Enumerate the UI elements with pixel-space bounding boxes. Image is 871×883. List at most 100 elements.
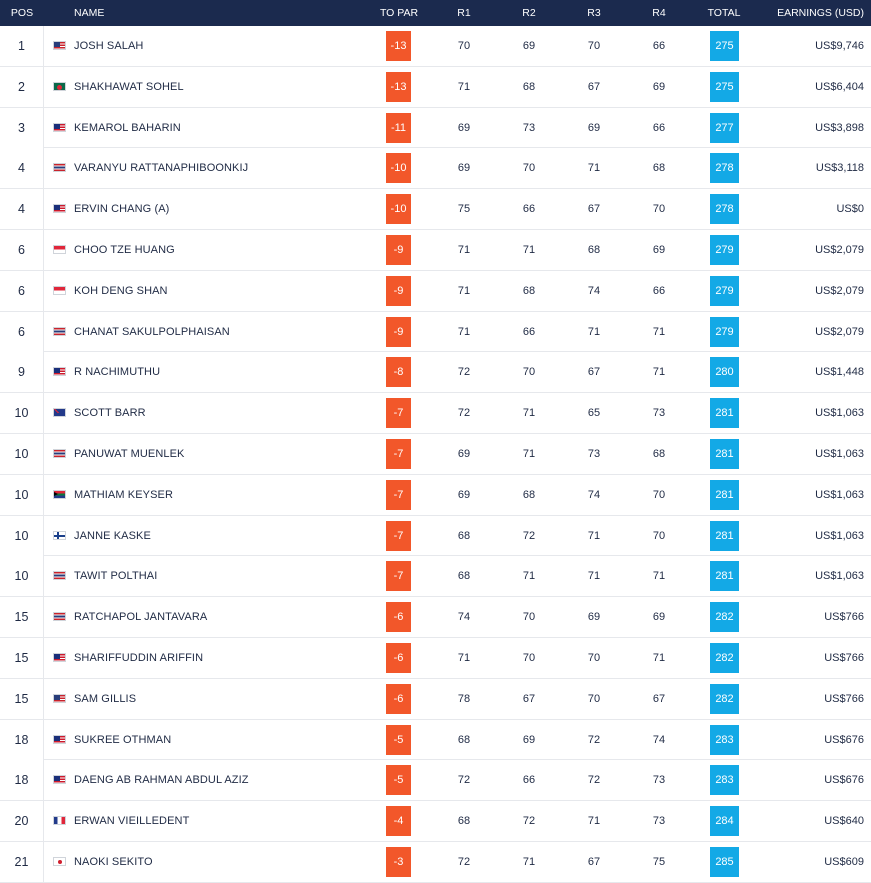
player-name-link[interactable]: RATCHAPOL JANTAVARA	[74, 611, 208, 624]
player-name-link[interactable]: NAOKI SEKITO	[74, 855, 153, 868]
table-row[interactable]: 10 PANUWAT MUENLEK -7 69 71 73 68 281 US$1,063	[0, 433, 871, 475]
player-name-link[interactable]: ERWAN VIEILLEDENT	[74, 815, 190, 828]
header-earnings: EARNINGS (USD)	[777, 7, 864, 19]
round-1-score: 68	[457, 815, 471, 828]
round-2-score: 66	[522, 325, 536, 338]
player-name-link[interactable]: SAM GILLIS	[74, 692, 137, 705]
position-cell: 6	[0, 311, 44, 352]
position-cell: 10	[0, 393, 44, 434]
table-row[interactable]: 10 SCOTT BARR -7 72 71 65 73 281 US$1,063	[0, 393, 871, 434]
total-score-badge: 280	[710, 357, 739, 388]
table-row[interactable]: 18 SUKREE OTHMAN -5 68 69 72 74 283 US$676	[0, 719, 871, 761]
round-3-score: 72	[587, 733, 601, 746]
round-3-score: 71	[587, 325, 601, 338]
table-row[interactable]: 9 R NACHIMUTHU -8 72 70 67 71 280 US$1,448	[0, 352, 871, 394]
round-3-score: 71	[587, 162, 601, 175]
earnings-cell: US$766	[824, 692, 864, 705]
player-name-link[interactable]: DAENG AB RAHMAN ABDUL AZIZ	[74, 774, 249, 787]
player-name-link[interactable]: PANUWAT MUENLEK	[74, 447, 185, 460]
earnings-cell: US$0	[836, 203, 864, 216]
table-row[interactable]: 15 SAM GILLIS -6 78 67 70 67 282 US$766	[0, 678, 871, 720]
finland-flag-icon	[53, 530, 66, 540]
round-4-score: 70	[652, 488, 666, 501]
round-4-score: 68	[652, 447, 666, 460]
round-1-score: 68	[457, 529, 471, 542]
round-2-score: 71	[522, 855, 536, 868]
malaysia-flag-icon	[53, 204, 66, 214]
table-row[interactable]: 18 DAENG AB RAHMAN ABDUL AZIZ -5 72 66 72 73 28…	[0, 760, 871, 802]
to-par-badge: -9	[386, 234, 411, 265]
earnings-cell: US$640	[824, 815, 864, 828]
position-cell: 18	[0, 760, 44, 801]
position-cell: 18	[0, 719, 44, 760]
position-cell: 2	[0, 66, 44, 107]
to-par-badge: -4	[386, 806, 411, 837]
player-name-link[interactable]: MATHIAM KEYSER	[74, 488, 173, 501]
round-2-score: 67	[522, 692, 536, 705]
to-par-badge: -7	[386, 438, 411, 469]
table-row[interactable]: 6 CHANAT SAKULPOLPHAISAN -9 71 66 71 71 279 US$2…	[0, 311, 871, 353]
malaysia-flag-icon	[53, 122, 66, 132]
round-3-score: 72	[587, 774, 601, 787]
player-name-link[interactable]: KEMAROL BAHARIN	[74, 121, 181, 134]
header-total: TOTAL	[707, 7, 741, 19]
position-cell: 3	[0, 107, 44, 148]
player-name-link[interactable]: CHOO TZE HUANG	[74, 243, 175, 256]
round-3-score: 71	[587, 529, 601, 542]
player-name-link[interactable]: SCOTT BARR	[74, 407, 146, 420]
table-row[interactable]: 15 SHARIFFUDDIN ARIFFIN -6 71 70 70 71 282 US$76…	[0, 637, 871, 679]
round-3-score: 67	[587, 855, 601, 868]
table-row[interactable]: 10 MATHIAM KEYSER -7 69 68 74 70 281 US$1,063	[0, 474, 871, 516]
header-r2: R2	[522, 7, 536, 19]
player-name-link[interactable]: KOH DENG SHAN	[74, 284, 168, 297]
table-row[interactable]: 6 KOH DENG SHAN -9 71 68 74 66 279 US$2,079	[0, 270, 871, 312]
player-name-link[interactable]: SUKREE OTHMAN	[74, 733, 172, 746]
to-par-badge: -7	[386, 520, 411, 551]
to-par-badge: -7	[386, 561, 411, 592]
table-row[interactable]: 3 KEMAROL BAHARIN -11 69 73 69 66 277 US$3,898	[0, 107, 871, 149]
round-1-score: 71	[457, 243, 471, 256]
total-score-badge: 278	[710, 153, 739, 184]
earnings-cell: US$9,746	[815, 40, 864, 52]
round-2-score: 71	[522, 407, 536, 420]
round-3-score: 74	[587, 488, 601, 501]
table-row[interactable]: 21 NAOKI SEKITO -3 72 71 67 75 285 US$609	[0, 841, 871, 883]
round-2-score: 70	[522, 162, 536, 175]
table-row[interactable]: 10 TAWIT POLTHAI -7 68 71 71 71 281 US$1,063	[0, 556, 871, 598]
round-4-score: 69	[652, 611, 666, 624]
round-3-score: 73	[587, 447, 601, 460]
table-row[interactable]: 15 RATCHAPOL JANTAVARA -6 74 70 69 69 282 US$766	[0, 597, 871, 638]
player-name-link[interactable]: ERVIN CHANG (A)	[74, 203, 170, 216]
total-score-badge: 281	[710, 438, 739, 469]
table-row[interactable]: 20 ERWAN VIEILLEDENT -4 68 72 71 73 284 US$640	[0, 801, 871, 842]
to-par-badge: -13	[386, 31, 411, 61]
to-par-badge: -9	[386, 316, 411, 347]
round-1-score: 71	[457, 651, 471, 664]
player-name-link[interactable]: VARANYU RATTANAPHIBOONKIJ	[74, 162, 249, 175]
player-name-link[interactable]: SHAKHAWAT SOHEL	[74, 80, 184, 93]
table-row[interactable]: 1 JOSH SALAH -13 70 69 70 66 275 US$9,746	[0, 26, 871, 67]
position-cell: 4	[0, 148, 44, 189]
to-par-badge: -5	[386, 765, 411, 796]
table-row[interactable]: 10 JANNE KASKE -7 68 72 71 70 281 US$1,063	[0, 515, 871, 557]
player-name-link[interactable]: JANNE KASKE	[74, 529, 151, 542]
round-2-score: 66	[522, 774, 536, 787]
round-2-score: 70	[522, 651, 536, 664]
table-row[interactable]: 4 VARANYU RATTANAPHIBOONKIJ -10 69 70 71 68 278…	[0, 148, 871, 190]
round-3-score: 71	[587, 815, 601, 828]
round-1-score: 71	[457, 80, 471, 93]
player-name-link[interactable]: R NACHIMUTHU	[74, 366, 161, 379]
player-name-link[interactable]: TAWIT POLTHAI	[74, 570, 158, 583]
france-flag-icon	[53, 816, 66, 826]
us-flag-icon	[53, 41, 66, 50]
player-name-link[interactable]: SHARIFFUDDIN ARIFFIN	[74, 651, 204, 664]
malaysia-flag-icon	[53, 734, 66, 744]
to-par-badge: -7	[386, 398, 411, 429]
player-name-link[interactable]: CHANAT SAKULPOLPHAISAN	[74, 325, 230, 338]
to-par-badge: -7	[386, 479, 411, 510]
table-row[interactable]: 4 ERVIN CHANG (A) -10 75 66 67 70 278 US$0	[0, 189, 871, 230]
table-row[interactable]: 2 SHAKHAWAT SOHEL -13 71 68 67 69 275 US$6,404	[0, 66, 871, 108]
table-row[interactable]: 6 CHOO TZE HUANG -9 71 71 68 69 279 US$2,079	[0, 229, 871, 271]
player-name-link[interactable]: JOSH SALAH	[74, 40, 144, 52]
position-cell: 10	[0, 515, 44, 556]
